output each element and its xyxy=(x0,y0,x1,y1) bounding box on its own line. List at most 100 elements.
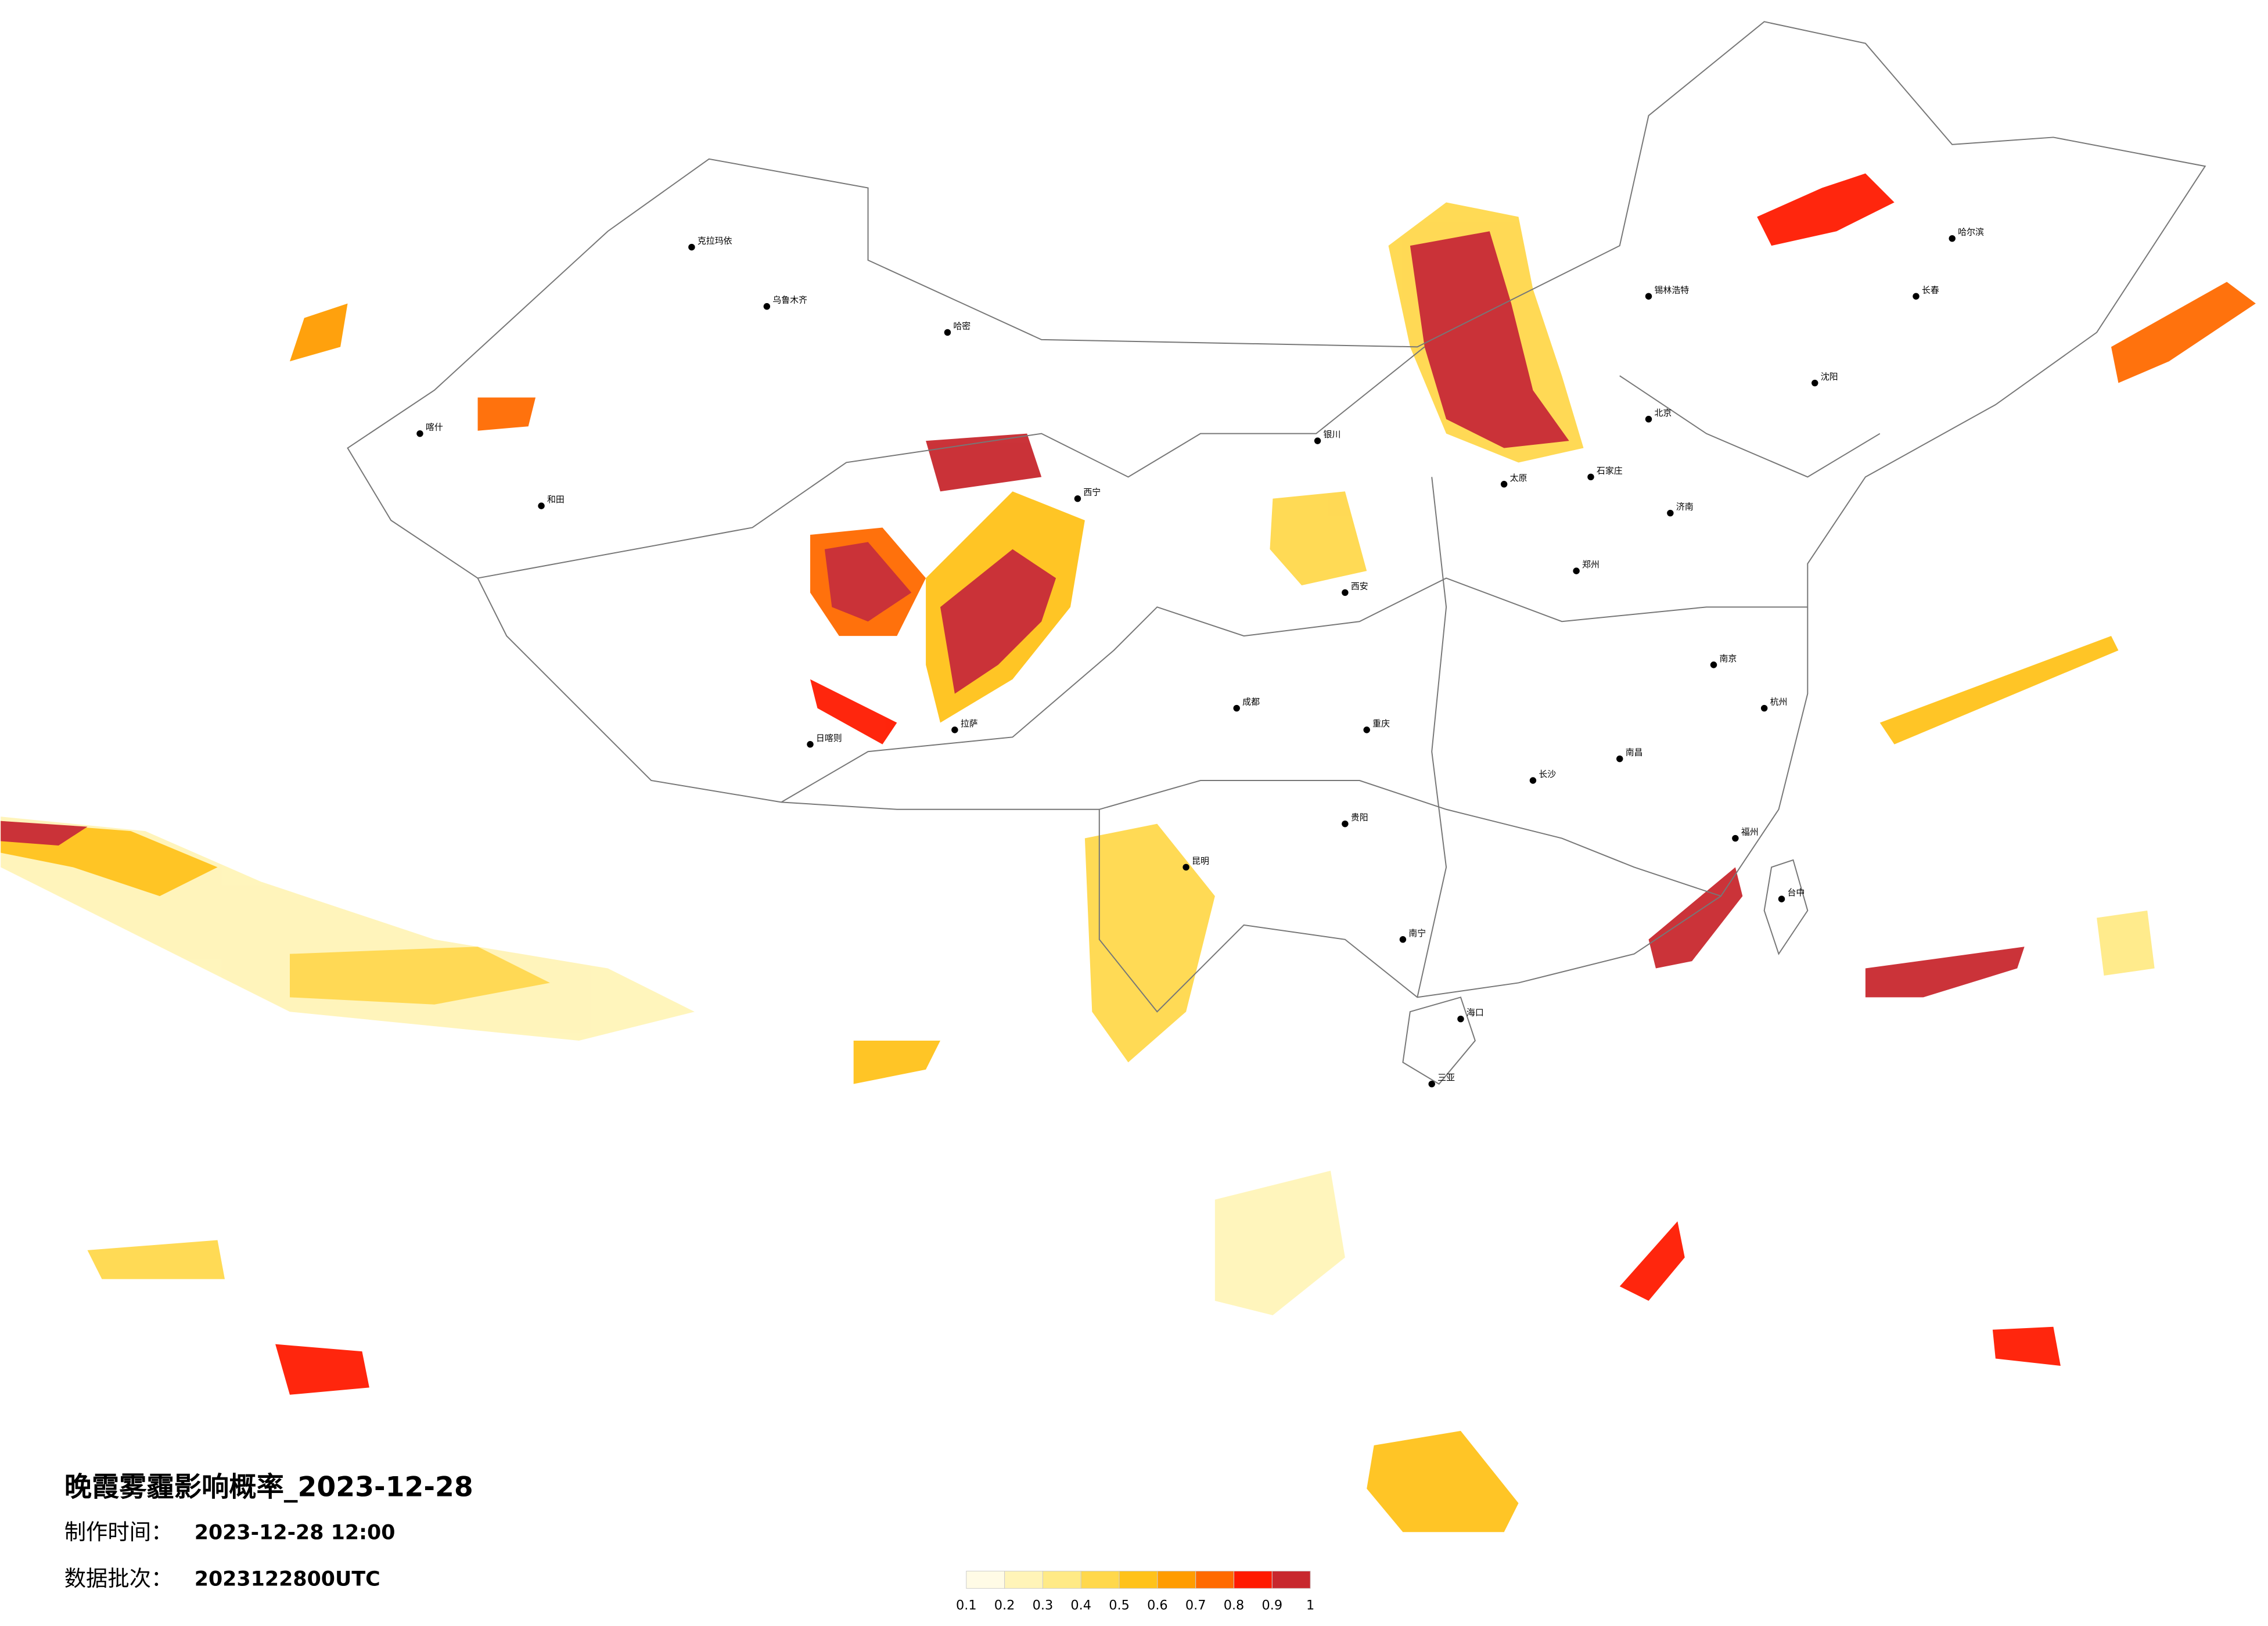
city-dot xyxy=(1342,820,1349,828)
city-dot xyxy=(1913,293,1920,300)
city-label: 银川 xyxy=(1324,429,1341,440)
city-label: 成都 xyxy=(1242,697,1260,707)
haze-area xyxy=(1865,947,2025,998)
city-dot xyxy=(1667,509,1674,517)
haze-area xyxy=(289,947,550,1005)
city-label: 济南 xyxy=(1676,502,1694,512)
haze-area xyxy=(2097,911,2155,976)
city-dot xyxy=(1342,589,1349,596)
legend-swatch xyxy=(1234,1570,1273,1589)
city-label: 郑州 xyxy=(1582,559,1600,570)
city-label: 乌鲁木齐 xyxy=(772,295,807,305)
city-label: 长春 xyxy=(1922,285,1939,295)
city-label: 日喀则 xyxy=(816,733,842,743)
province-border xyxy=(781,577,1808,803)
legend-swatch xyxy=(1157,1570,1196,1589)
city-dot xyxy=(1778,895,1785,902)
city-dot xyxy=(1399,936,1407,943)
city-dot xyxy=(1573,567,1580,574)
city-dot xyxy=(1457,1015,1464,1023)
legend-tick-label: 0.7 xyxy=(1185,1598,1206,1613)
city-dot xyxy=(1074,495,1081,502)
legend-tick-label: 0.4 xyxy=(1070,1598,1091,1613)
haze-area xyxy=(1619,1221,1685,1301)
haze-area xyxy=(824,542,912,622)
city-dot xyxy=(1760,704,1768,712)
city-label: 昆明 xyxy=(1192,855,1209,866)
city-label: 台中 xyxy=(1787,887,1805,898)
haze-area xyxy=(1,821,88,846)
legend-swatch xyxy=(1042,1570,1081,1589)
legend-swatch xyxy=(1080,1570,1120,1589)
legend-tick-label: 0.8 xyxy=(1224,1598,1245,1613)
city-label: 重庆 xyxy=(1372,718,1390,729)
haze-area xyxy=(477,397,536,431)
city-dot xyxy=(416,430,423,437)
city-label: 克拉玛依 xyxy=(698,236,732,246)
legend-swatch xyxy=(1004,1570,1043,1589)
legend-tick-label: 0.6 xyxy=(1147,1598,1168,1613)
city-dot xyxy=(944,329,951,336)
haze-area xyxy=(289,303,348,362)
province-border xyxy=(1099,780,1721,897)
legend-tick-label: 0.9 xyxy=(1262,1598,1283,1613)
info-label: 数据批次： xyxy=(64,1566,173,1591)
city-dot xyxy=(1949,235,1956,242)
city-dot xyxy=(763,303,771,310)
city-label: 西宁 xyxy=(1083,487,1101,498)
province-border xyxy=(1619,375,1881,478)
city-label: 和田 xyxy=(547,494,565,505)
haze-area xyxy=(1648,867,1743,969)
city-dot xyxy=(1732,834,1739,842)
legend-swatch xyxy=(1195,1570,1235,1589)
province-border xyxy=(477,346,1425,579)
legend-tick-label: 1 xyxy=(1306,1598,1314,1613)
city-label: 北京 xyxy=(1655,408,1672,418)
haze-area xyxy=(926,433,1042,492)
country-border xyxy=(347,21,2206,1013)
city-label: 贵阳 xyxy=(1351,812,1368,823)
city-dot xyxy=(1710,661,1717,668)
haze-area xyxy=(1214,1171,1345,1315)
legend: 0.1 0.2 0.3 0.4 0.5 0.6 0.7 0.8 0.9 1 xyxy=(956,1570,1314,1613)
province-border xyxy=(1417,477,1447,998)
city-label: 太原 xyxy=(1510,473,1527,483)
haze-area xyxy=(940,549,1056,694)
legend-tick-label: 0.1 xyxy=(956,1598,977,1613)
city-label: 长沙 xyxy=(1539,769,1556,779)
city-label: 三亚 xyxy=(1437,1073,1455,1083)
city-dot xyxy=(1182,864,1189,871)
haze-area xyxy=(87,1240,225,1279)
city-dot xyxy=(1428,1080,1435,1088)
haze-area xyxy=(1879,636,2119,744)
island-border xyxy=(1402,997,1476,1085)
city-label: 西安 xyxy=(1351,581,1368,591)
city-dot xyxy=(1645,293,1652,300)
haze-field xyxy=(1,173,2256,1533)
legend-tick-label: 0.3 xyxy=(1033,1598,1054,1613)
city-label: 石家庄 xyxy=(1597,465,1623,476)
city-label: 锡林浩特 xyxy=(1655,285,1690,295)
city-label: 海口 xyxy=(1467,1008,1484,1018)
legend-swatch xyxy=(966,1570,1005,1589)
haze-area xyxy=(810,679,897,744)
haze-area xyxy=(853,1041,940,1084)
city-dot xyxy=(1587,473,1594,481)
city-dot xyxy=(1616,755,1623,762)
haze-area xyxy=(1367,1431,1519,1533)
haze-area xyxy=(1270,491,1367,585)
city-dot xyxy=(1645,416,1652,423)
haze-area xyxy=(1410,231,1569,448)
city-label: 福州 xyxy=(1741,827,1759,837)
legend-tick-label: 0.5 xyxy=(1109,1598,1130,1613)
city-label: 南宁 xyxy=(1408,928,1426,938)
info-label: 制作时间： xyxy=(64,1519,173,1545)
haze-area xyxy=(1084,823,1215,1063)
city-dot xyxy=(951,726,958,733)
legend-swatch xyxy=(1119,1570,1158,1589)
city-label: 哈尔滨 xyxy=(1958,227,1984,238)
city-dot xyxy=(1811,379,1818,387)
legend-tick-label: 0.2 xyxy=(994,1598,1015,1613)
